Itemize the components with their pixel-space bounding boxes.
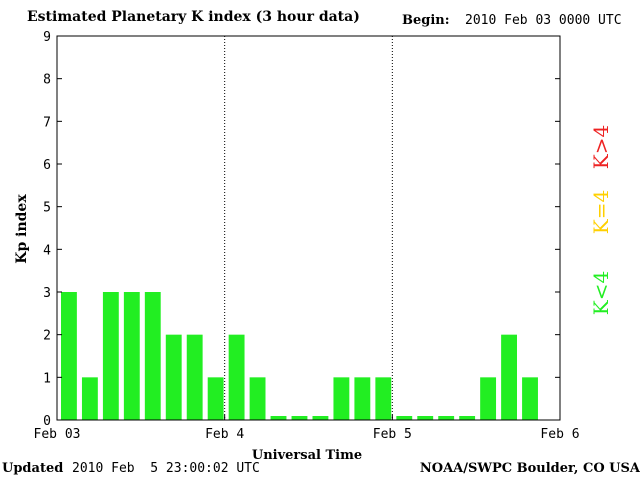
y-tick-label: 5 xyxy=(43,201,51,216)
y-tick-label: 4 xyxy=(43,243,51,258)
kp-bar xyxy=(396,416,413,420)
kp-bar xyxy=(207,377,224,420)
kp-bar xyxy=(165,334,182,420)
kp-bar xyxy=(333,377,350,420)
x-axis-label: Universal Time xyxy=(251,448,363,463)
kp-bar xyxy=(375,377,392,420)
updated-value: 2010 Feb 5 23:00:02 UTC xyxy=(72,461,260,476)
credit-text: NOAA/SWPC Boulder, CO USA xyxy=(419,461,640,476)
x-tick-label: Feb 6 xyxy=(540,427,579,442)
kp-bar xyxy=(417,416,434,420)
begin-label: Begin: xyxy=(402,13,450,28)
y-axis-label: Kp index xyxy=(14,194,30,264)
y-tick-label: 7 xyxy=(43,115,51,130)
plot-frame xyxy=(56,35,561,421)
kp-bar xyxy=(459,416,476,420)
kp-bar xyxy=(480,377,497,420)
kp-bar xyxy=(438,416,455,420)
kp-bar xyxy=(228,334,245,420)
y-tick-label: 0 xyxy=(43,414,51,429)
kp-bar xyxy=(522,377,538,420)
begin-value: 2010 Feb 03 0000 UTC xyxy=(465,13,622,28)
y-tick-label: 3 xyxy=(43,286,51,301)
kp-bar xyxy=(144,292,161,420)
kp-bar xyxy=(102,292,119,420)
y-tick-label: 2 xyxy=(43,329,51,344)
chart-title: Estimated Planetary K index (3 hour data… xyxy=(27,9,360,25)
y-tick-label: 6 xyxy=(43,158,51,173)
kp-bar xyxy=(123,292,140,420)
x-tick-label: Feb 03 xyxy=(34,427,81,442)
x-tick-label: Feb 4 xyxy=(205,427,244,442)
kp-bar xyxy=(291,416,308,420)
legend-k-equal-4: K=4 xyxy=(589,189,613,235)
x-tick-label: Feb 5 xyxy=(373,427,412,442)
y-tick-label: 8 xyxy=(43,73,51,88)
y-tick-label: 9 xyxy=(43,30,51,45)
legend-k-above-4: K>4 xyxy=(589,124,613,170)
updated-label: Updated xyxy=(2,461,64,476)
kp-bar xyxy=(81,377,98,420)
kp-bar xyxy=(249,377,266,420)
kp-bar xyxy=(61,292,77,420)
kp-bar xyxy=(501,334,517,420)
kp-bar xyxy=(186,334,203,420)
kp-bar xyxy=(270,416,287,420)
kp-bar xyxy=(312,416,329,420)
kp-bar xyxy=(354,377,371,420)
y-tick-label: 1 xyxy=(43,371,51,386)
legend-k-below-4: K<4 xyxy=(589,270,613,316)
